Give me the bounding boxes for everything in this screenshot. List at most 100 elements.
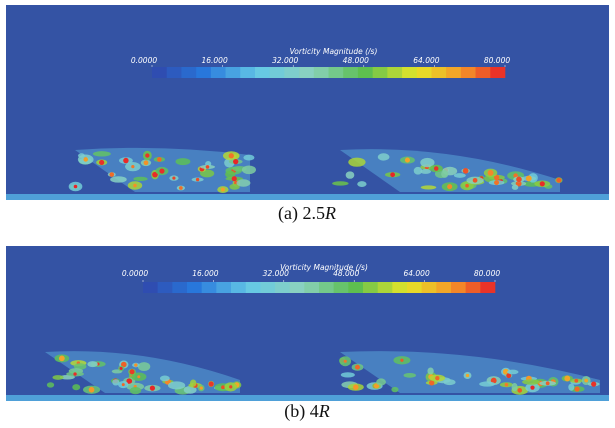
vortex: [189, 379, 197, 387]
vortex-core: [584, 378, 589, 383]
colorbar-block: [372, 67, 388, 78]
vortex-core: [530, 385, 535, 390]
colorbar-block: [319, 282, 334, 293]
vortex-core: [99, 159, 105, 166]
vortex: [376, 378, 386, 386]
colorbar-tick-label: 0.0000: [131, 56, 157, 65]
ground: [6, 194, 609, 200]
colorbar-block: [157, 282, 173, 293]
colorbar-block: [143, 282, 158, 293]
vortex-core: [472, 177, 478, 183]
colorbar-block: [289, 282, 305, 293]
colorbar-tick-label: 16.000: [192, 269, 218, 278]
colorbar-block: [465, 282, 481, 293]
colorbar-block: [231, 282, 246, 293]
vortex: [243, 154, 255, 161]
ground: [6, 395, 609, 401]
vortex-core: [58, 355, 65, 362]
colorbar-block: [392, 282, 408, 293]
vortex: [72, 384, 81, 391]
vortex-core: [73, 372, 77, 376]
vortex-core: [502, 368, 509, 375]
colorbar-block: [152, 67, 168, 78]
colorbar-block: [166, 67, 182, 78]
colorbar-block: [451, 282, 466, 293]
colorbar-block: [254, 67, 270, 78]
colorbar-block: [328, 67, 344, 78]
colorbar-tick-label: 64.000: [403, 269, 429, 278]
colorbar-block: [284, 67, 300, 78]
wake: [45, 351, 600, 395]
vortex: [413, 166, 423, 175]
vortex-core: [462, 168, 469, 174]
vortex-core: [143, 160, 149, 166]
vortex-core: [465, 183, 469, 188]
wake: [68, 147, 563, 194]
vortex: [441, 170, 449, 178]
vortex: [377, 153, 390, 161]
vortex-core: [487, 169, 494, 176]
vortex: [46, 382, 55, 388]
vortex-core: [465, 373, 470, 378]
vortex: [175, 158, 191, 166]
vortex-core: [433, 166, 439, 171]
vortex: [479, 381, 496, 387]
vortex: [357, 181, 367, 187]
vortex-core: [574, 386, 580, 392]
colorbar-block: [402, 67, 418, 78]
vortex: [183, 386, 197, 394]
caption-text: (a) 2.5: [278, 203, 325, 224]
vortex-core: [149, 385, 156, 391]
colorbar-block: [181, 67, 197, 78]
vortex-core: [231, 176, 237, 182]
vortex: [133, 176, 148, 182]
vortex-core: [447, 184, 453, 190]
colorbar-block: [260, 282, 276, 293]
vortex-core: [208, 381, 214, 387]
vortex-core: [120, 361, 127, 368]
colorbar-block: [240, 67, 256, 78]
vortex: [511, 382, 518, 392]
vortex-core: [516, 176, 522, 183]
vortex: [511, 184, 519, 190]
vortex-core: [564, 375, 571, 382]
vortex-core: [233, 158, 239, 165]
vortex-core: [390, 172, 396, 178]
vortex-core: [435, 375, 440, 381]
vortex: [420, 169, 432, 174]
vortex-core: [429, 380, 435, 386]
caption-symbol: R: [324, 203, 336, 223]
vortex-core: [493, 174, 500, 181]
vortex-core: [179, 186, 183, 190]
colorbar-tick-label: 32.000: [263, 269, 289, 278]
vortex-core: [129, 369, 135, 375]
vortex-core: [159, 168, 165, 174]
vortex: [443, 379, 456, 386]
vortex-core: [172, 176, 176, 180]
vortex-core: [145, 153, 150, 158]
vortex: [420, 157, 435, 168]
vortex: [241, 165, 256, 175]
vortex: [420, 185, 437, 190]
colorbar-title: Vorticity Magnitude (/s): [290, 47, 378, 56]
colorbar-block: [407, 282, 422, 293]
colorbar-block: [475, 67, 491, 78]
vortex-core: [490, 377, 497, 384]
colorbar-tick-label: 48.000: [333, 269, 359, 278]
vortex: [92, 151, 111, 157]
colorbar-block: [216, 282, 232, 293]
vortex: [229, 183, 240, 190]
vortex-core: [152, 171, 158, 178]
colorbar-block: [431, 67, 447, 78]
vortex-core: [220, 187, 225, 192]
vortex: [167, 381, 186, 390]
vortex-core: [228, 153, 234, 159]
vortex-core: [73, 184, 78, 189]
vortex-core: [109, 172, 115, 177]
vortex-core: [205, 165, 210, 169]
colorbar-block: [490, 67, 506, 78]
colorbar-tick-label: 32.000: [272, 56, 298, 65]
colorbar-block: [446, 67, 462, 78]
